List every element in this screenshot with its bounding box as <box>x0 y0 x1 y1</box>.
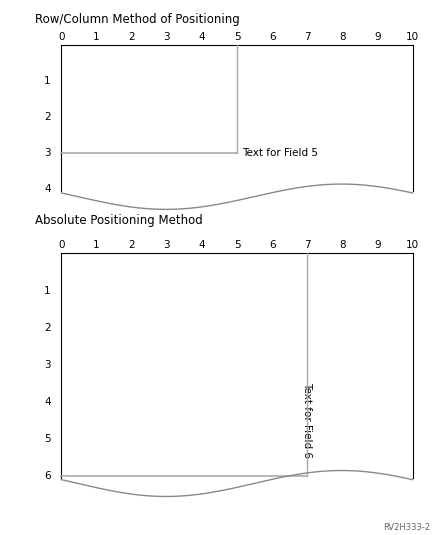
Text: 1: 1 <box>44 286 51 295</box>
Text: 4: 4 <box>44 397 51 407</box>
Text: RV2H333-2: RV2H333-2 <box>382 523 429 532</box>
Text: 9: 9 <box>373 32 380 42</box>
Text: 6: 6 <box>268 240 275 250</box>
Text: 1: 1 <box>93 32 100 42</box>
Text: 8: 8 <box>338 240 345 250</box>
Text: 3: 3 <box>163 32 170 42</box>
Text: 1: 1 <box>44 76 51 86</box>
Text: 7: 7 <box>303 240 310 250</box>
Text: 5: 5 <box>44 434 51 444</box>
Text: 8: 8 <box>338 32 345 42</box>
Text: 10: 10 <box>405 240 418 250</box>
Text: 7: 7 <box>303 32 310 42</box>
Text: 6: 6 <box>268 32 275 42</box>
Text: 0: 0 <box>58 240 64 250</box>
Text: 5: 5 <box>233 32 240 42</box>
Text: Text for Field 6: Text for Field 6 <box>302 383 311 458</box>
Text: 3: 3 <box>163 240 170 250</box>
Text: 10: 10 <box>405 32 418 42</box>
Text: Text for Field 5: Text for Field 5 <box>242 148 318 158</box>
Text: 2: 2 <box>44 323 51 333</box>
Text: 1: 1 <box>93 240 100 250</box>
Text: 3: 3 <box>44 148 51 158</box>
Text: 2: 2 <box>128 240 135 250</box>
Text: 2: 2 <box>44 112 51 122</box>
Text: 3: 3 <box>44 360 51 370</box>
Text: 5: 5 <box>233 240 240 250</box>
Text: 9: 9 <box>373 240 380 250</box>
Text: Absolute Positioning Method: Absolute Positioning Method <box>35 213 202 227</box>
Text: 4: 4 <box>198 240 205 250</box>
Text: Row/Column Method of Positioning: Row/Column Method of Positioning <box>35 13 239 26</box>
Text: 4: 4 <box>44 185 51 195</box>
Text: 0: 0 <box>58 32 64 42</box>
Text: 6: 6 <box>44 471 51 481</box>
Text: 4: 4 <box>198 32 205 42</box>
Text: 2: 2 <box>128 32 135 42</box>
